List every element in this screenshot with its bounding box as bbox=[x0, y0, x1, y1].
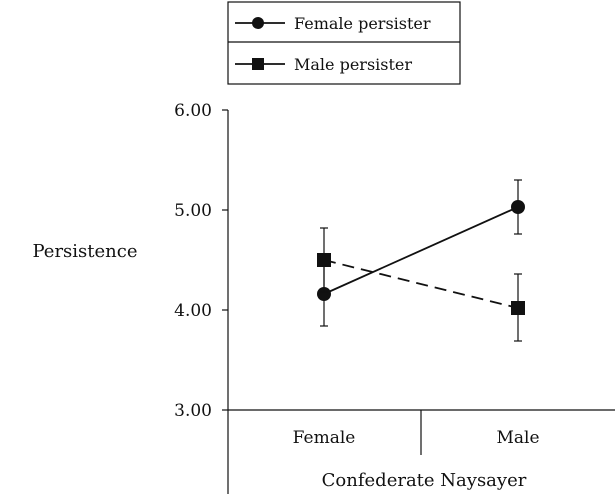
legend-marker-male-persister bbox=[252, 58, 264, 70]
x-axis-title: Confederate Naysayer bbox=[322, 470, 527, 491]
legend-item-female-persister: Female persister bbox=[235, 14, 431, 33]
point-male-persister-0 bbox=[317, 253, 331, 267]
series-layer bbox=[317, 179, 525, 342]
legend-label-male-persister: Male persister bbox=[294, 55, 412, 74]
legend-label-female-persister: Female persister bbox=[294, 14, 431, 33]
legend-item-male-persister: Male persister bbox=[235, 55, 412, 74]
series-line-female-persister bbox=[323, 206, 519, 295]
y-tick-label-0: 3.00 bbox=[174, 401, 212, 421]
y-axis-title: Persistence bbox=[32, 241, 137, 262]
y-tick-label-1: 4.00 bbox=[174, 301, 212, 321]
point-male-persister-1 bbox=[511, 301, 525, 315]
y-tick-label-3: 6.00 bbox=[174, 101, 212, 121]
series-line-male-persister bbox=[323, 259, 519, 309]
legend-box bbox=[227, 1, 461, 85]
x-tick-label-female: Female bbox=[293, 428, 356, 448]
series-male-persister bbox=[317, 227, 525, 342]
y-tick-label-2: 5.00 bbox=[174, 201, 212, 221]
series-female-persister bbox=[317, 179, 525, 327]
point-female-persister-0 bbox=[317, 287, 331, 301]
y-axis-ticks: 3.00 4.00 5.00 6.00 bbox=[174, 101, 228, 421]
point-female-persister-1 bbox=[511, 200, 525, 214]
legend-marker-female-persister bbox=[252, 17, 264, 29]
legend: Female persister Male persister bbox=[227, 1, 461, 85]
x-tick-label-male: Male bbox=[496, 428, 539, 448]
